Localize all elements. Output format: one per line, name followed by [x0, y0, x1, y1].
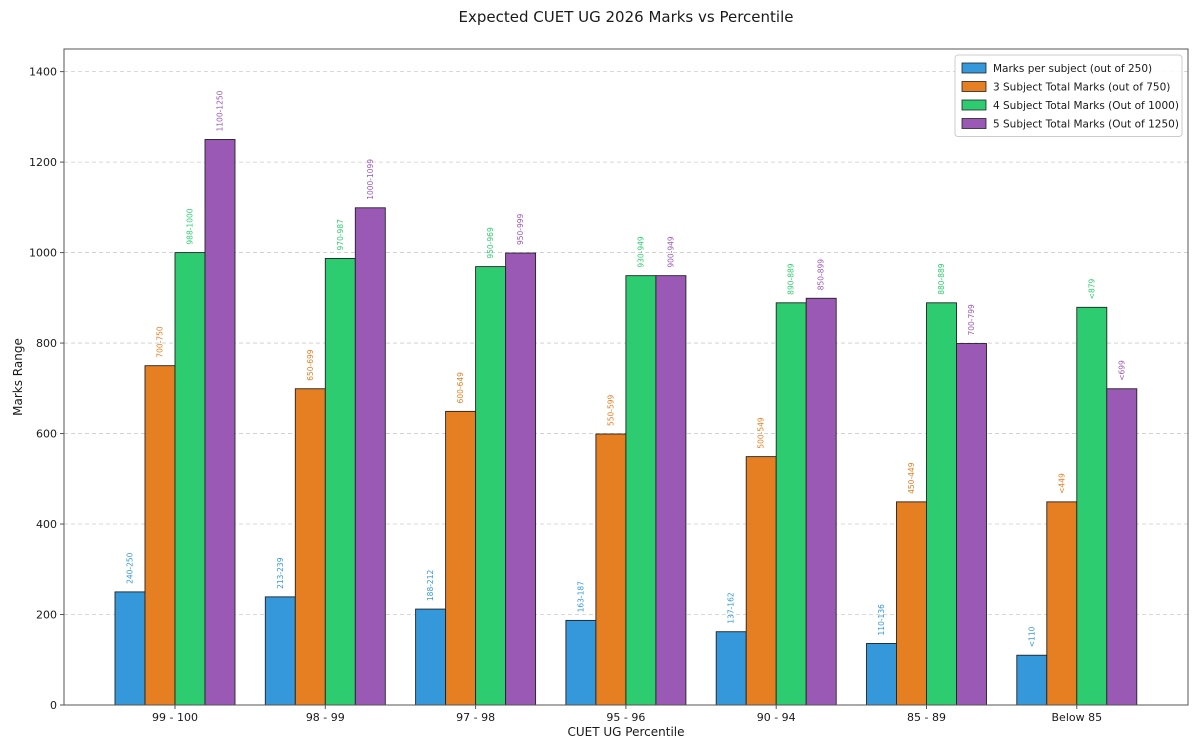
bar	[655, 275, 687, 706]
data-label: 1000-1099	[366, 159, 375, 200]
bar	[956, 343, 987, 706]
bar	[505, 252, 537, 706]
legend-box	[954, 54, 1183, 137]
bar	[805, 297, 837, 706]
bar	[775, 302, 807, 706]
bar	[565, 619, 597, 706]
x-axis-label: CUET UG Percentile	[568, 725, 685, 739]
bar	[144, 365, 176, 706]
bar	[264, 596, 296, 706]
data-label: <699	[1117, 360, 1126, 381]
bar	[1106, 388, 1138, 706]
data-label: 500-549	[757, 417, 766, 449]
x-tick-label: 95 - 96	[606, 711, 645, 724]
data-label: 213-239	[276, 557, 285, 589]
x-tick-label: 90 - 94	[757, 711, 796, 724]
y-tick-label: 600	[36, 428, 57, 441]
legend: Marks per subject (out of 250) 3 Subject …	[954, 54, 1183, 137]
y-tick-label: 1200	[29, 156, 57, 169]
bar	[475, 266, 507, 706]
data-label: 700-799	[967, 304, 976, 336]
data-label: 950-969	[486, 227, 495, 259]
data-label: 450-449	[907, 462, 916, 494]
x-tick-label: Below 85	[1052, 711, 1103, 724]
legend-label: 4 Subject Total Marks (Out of 1000)	[993, 100, 1179, 112]
data-label: 600-649	[456, 372, 465, 404]
data-label: 970-987	[336, 219, 345, 251]
legend-label: 5 Subject Total Marks (Out of 1250)	[993, 119, 1179, 131]
bar	[445, 410, 477, 706]
bar	[1016, 654, 1048, 706]
y-tick-label: 800	[36, 337, 57, 350]
data-label: 988-1000	[186, 208, 195, 244]
y-tick-label: 1400	[29, 66, 57, 79]
data-label: 880-889	[937, 263, 946, 295]
data-label: 850-899	[817, 259, 826, 291]
legend-swatch	[961, 99, 987, 111]
data-label: 650-699	[306, 349, 315, 381]
y-tick-label: 0	[50, 699, 57, 712]
y-axis-label: Marks Range	[11, 338, 25, 416]
legend-swatch	[961, 62, 987, 74]
data-labels: 240-250 700-750 988-1000 1100-1250 213-239 65…	[126, 90, 1127, 647]
data-label: 900-949	[666, 236, 675, 268]
data-label: 890-889	[787, 263, 796, 295]
bar	[896, 501, 927, 706]
data-label: 950-999	[516, 213, 525, 245]
x-tick-label: 85 - 89	[907, 711, 946, 724]
y-tick-label: 1000	[29, 247, 57, 260]
data-label: 550-599	[606, 394, 615, 426]
data-label: 240-250	[126, 552, 135, 584]
bar	[1076, 306, 1108, 706]
bar	[174, 252, 206, 706]
data-label: 163-187	[576, 581, 585, 613]
data-label: 700-750	[156, 326, 165, 358]
data-label: <449	[1057, 473, 1066, 494]
bar	[1046, 501, 1078, 706]
y-tick-label: 200	[36, 609, 57, 622]
data-label: 930-949	[636, 236, 645, 268]
data-label: <879	[1087, 279, 1096, 300]
chart-title: Expected CUET UG 2026 Marks vs Percentil…	[459, 8, 794, 26]
legend-swatch	[961, 118, 987, 129]
y-axis: 0 200 400 600 800 1000 1200 1400	[29, 66, 64, 712]
bar	[715, 631, 747, 706]
data-label: 137-162	[727, 592, 736, 624]
legend-label: Marks per subject (out of 250)	[993, 63, 1152, 75]
bar	[114, 591, 146, 706]
bar	[866, 643, 897, 706]
x-tick-label: 97 - 98	[456, 711, 495, 724]
bar	[294, 388, 326, 706]
bar	[926, 302, 957, 706]
bar	[354, 207, 386, 706]
bar	[625, 275, 657, 706]
data-label: 110-136	[877, 604, 886, 636]
bar	[745, 456, 777, 706]
bar	[415, 608, 447, 706]
x-axis: 99 - 100 98 - 99 97 - 98 95 - 96 90 - 94 85 -…	[152, 705, 1102, 724]
data-label: 1100-1250	[216, 90, 225, 131]
x-tick-label: 98 - 99	[306, 711, 345, 724]
bar	[204, 139, 236, 706]
legend-label: 3 Subject Total Marks (out of 750)	[993, 82, 1170, 94]
x-tick-label: 99 - 100	[152, 711, 198, 724]
y-tick-label: 400	[36, 518, 57, 531]
bar	[595, 433, 627, 706]
data-label: <110	[1027, 626, 1036, 647]
bar	[324, 258, 356, 706]
data-label: 188-212	[426, 570, 435, 602]
legend-swatch	[961, 81, 987, 92]
bars	[114, 139, 1138, 706]
